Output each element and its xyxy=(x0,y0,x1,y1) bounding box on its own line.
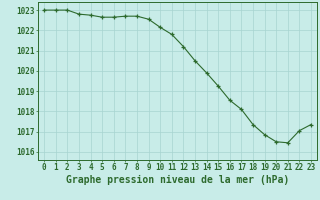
X-axis label: Graphe pression niveau de la mer (hPa): Graphe pression niveau de la mer (hPa) xyxy=(66,175,289,185)
